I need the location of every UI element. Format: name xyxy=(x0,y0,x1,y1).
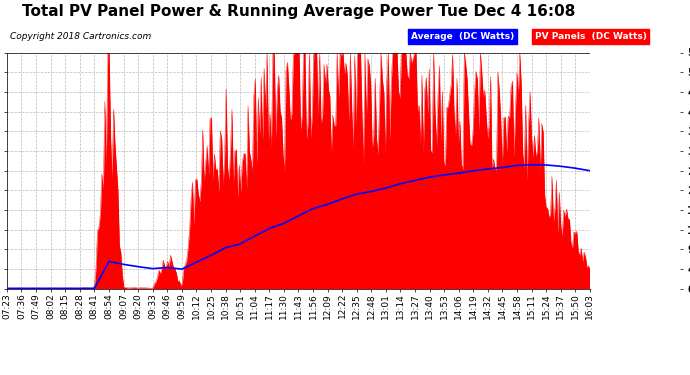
Text: Average  (DC Watts): Average (DC Watts) xyxy=(411,32,514,41)
Text: Copyright 2018 Cartronics.com: Copyright 2018 Cartronics.com xyxy=(10,32,152,41)
Text: PV Panels  (DC Watts): PV Panels (DC Watts) xyxy=(535,32,647,41)
Text: Total PV Panel Power & Running Average Power Tue Dec 4 16:08: Total PV Panel Power & Running Average P… xyxy=(22,4,575,19)
